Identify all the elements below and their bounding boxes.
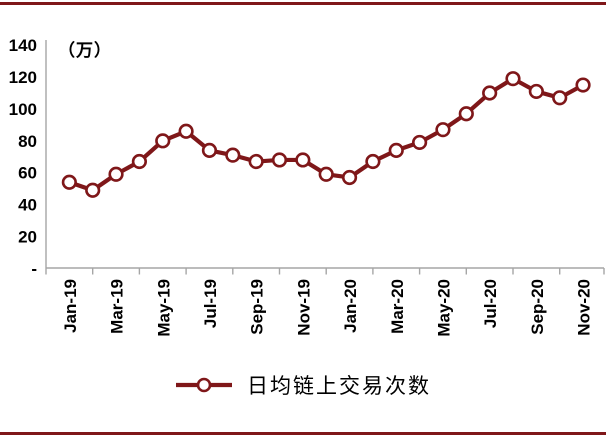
svg-text:Sep-19: Sep-19 [248,279,267,335]
svg-text:Nov-20: Nov-20 [575,279,594,336]
svg-text:140: 140 [9,36,37,55]
legend-label: 日均链上交易次数 [247,374,431,398]
svg-text:80: 80 [18,132,37,151]
svg-text:May-20: May-20 [434,279,453,337]
svg-text:Sep-20: Sep-20 [528,279,547,335]
svg-text:Jan-20: Jan-20 [341,279,360,333]
svg-text:40: 40 [18,196,37,215]
svg-text:Mar-20: Mar-20 [388,279,407,334]
y-axis-unit-label: （万） [58,41,112,60]
svg-text:Jul-19: Jul-19 [201,279,220,328]
svg-text:Mar-19: Mar-19 [108,279,127,334]
bottom-border-rule [0,432,606,435]
top-border-rule [0,2,606,5]
svg-text:Jan-19: Jan-19 [61,279,80,333]
svg-text:100: 100 [9,100,37,119]
legend: 日均链上交易次数 [0,370,606,400]
svg-text:20: 20 [18,227,37,246]
legend-line-marker-icon [176,377,232,393]
svg-text:May-19: May-19 [154,279,173,337]
svg-text:-: - [31,259,37,278]
svg-text:60: 60 [18,164,37,183]
svg-text:Nov-19: Nov-19 [294,279,313,336]
svg-text:Jul-20: Jul-20 [481,279,500,328]
svg-text:120: 120 [9,68,37,87]
